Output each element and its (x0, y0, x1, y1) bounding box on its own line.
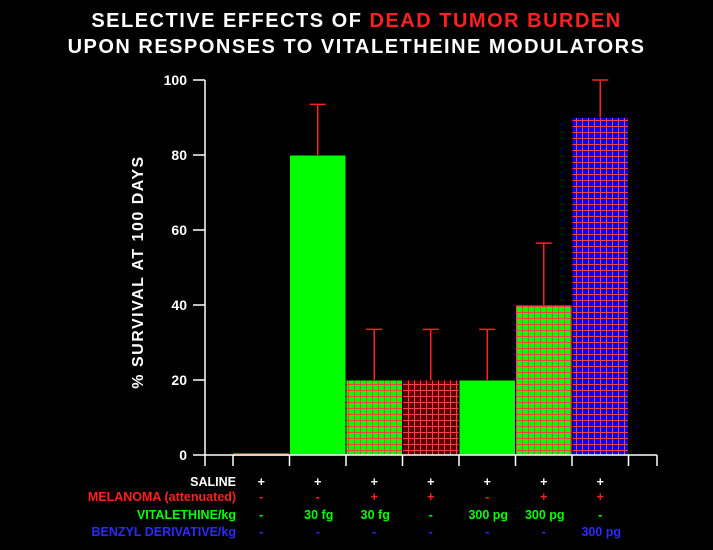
condition-value: + (540, 490, 547, 504)
condition-value: - (316, 525, 320, 539)
condition-value: - (542, 525, 546, 539)
condition-label: MELANOMA (attenuated) (88, 490, 236, 504)
condition-value: + (484, 475, 491, 489)
condition-value: - (429, 508, 433, 522)
condition-value: + (371, 475, 378, 489)
condition-value: 30 fg (361, 508, 390, 522)
condition-value: - (429, 525, 433, 539)
y-tick-label: 0 (179, 447, 187, 463)
y-axis-label: % SURVIVAL AT 100 DAYS (130, 155, 147, 388)
condition-value: + (597, 475, 604, 489)
bar-2 (289, 154, 347, 456)
y-tick-label: 60 (171, 222, 187, 238)
condition-value: - (316, 490, 320, 504)
y-tick-label: 40 (171, 297, 187, 313)
condition-value: + (540, 475, 547, 489)
condition-value: + (371, 490, 378, 504)
y-tick-label: 80 (171, 147, 187, 163)
bar-5 (458, 379, 516, 456)
chart-title: SELECTIVE EFFECTS OF DEAD TUMOR BURDEN (0, 10, 713, 33)
condition-label: VITALETHINE/kg (137, 508, 236, 522)
chart-title-part2: DEAD TUMOR BURDEN (369, 10, 622, 32)
condition-value: - (485, 525, 489, 539)
condition-value: 300 pg (468, 508, 508, 522)
condition-value: 300 pg (525, 508, 565, 522)
condition-value: + (314, 475, 321, 489)
chart-subtitle: UPON RESPONSES TO VITALETHEINE MODULATOR… (67, 36, 646, 58)
condition-value: + (258, 475, 265, 489)
condition-value: - (259, 525, 263, 539)
error-bar-7 (592, 79, 609, 118)
condition-value: - (259, 490, 263, 504)
bar-6 (515, 304, 573, 456)
y-tick-label: 20 (171, 372, 187, 388)
y-tick-label: 100 (164, 72, 188, 88)
bar-4 (402, 379, 460, 456)
condition-value: - (598, 508, 602, 522)
error-bar-6 (535, 242, 552, 305)
condition-value: + (427, 490, 434, 504)
condition-label: SALINE (190, 475, 236, 489)
chart-title-part1: SELECTIVE EFFECTS OF (91, 10, 363, 32)
error-bar-5 (479, 328, 496, 380)
condition-value: 300 pg (581, 525, 621, 539)
error-bar-2 (309, 103, 326, 155)
bar-7 (571, 117, 629, 456)
condition-value: - (259, 508, 263, 522)
error-bar-4 (422, 328, 439, 380)
error-bar-3 (366, 328, 383, 380)
condition-value: 30 fg (304, 508, 333, 522)
bar-3 (345, 379, 403, 456)
condition-value: - (485, 490, 489, 504)
condition-label: BENZYL DERIVATIVE/kg (92, 525, 236, 539)
condition-value: + (427, 475, 434, 489)
condition-value: + (597, 490, 604, 504)
condition-value: - (372, 525, 376, 539)
